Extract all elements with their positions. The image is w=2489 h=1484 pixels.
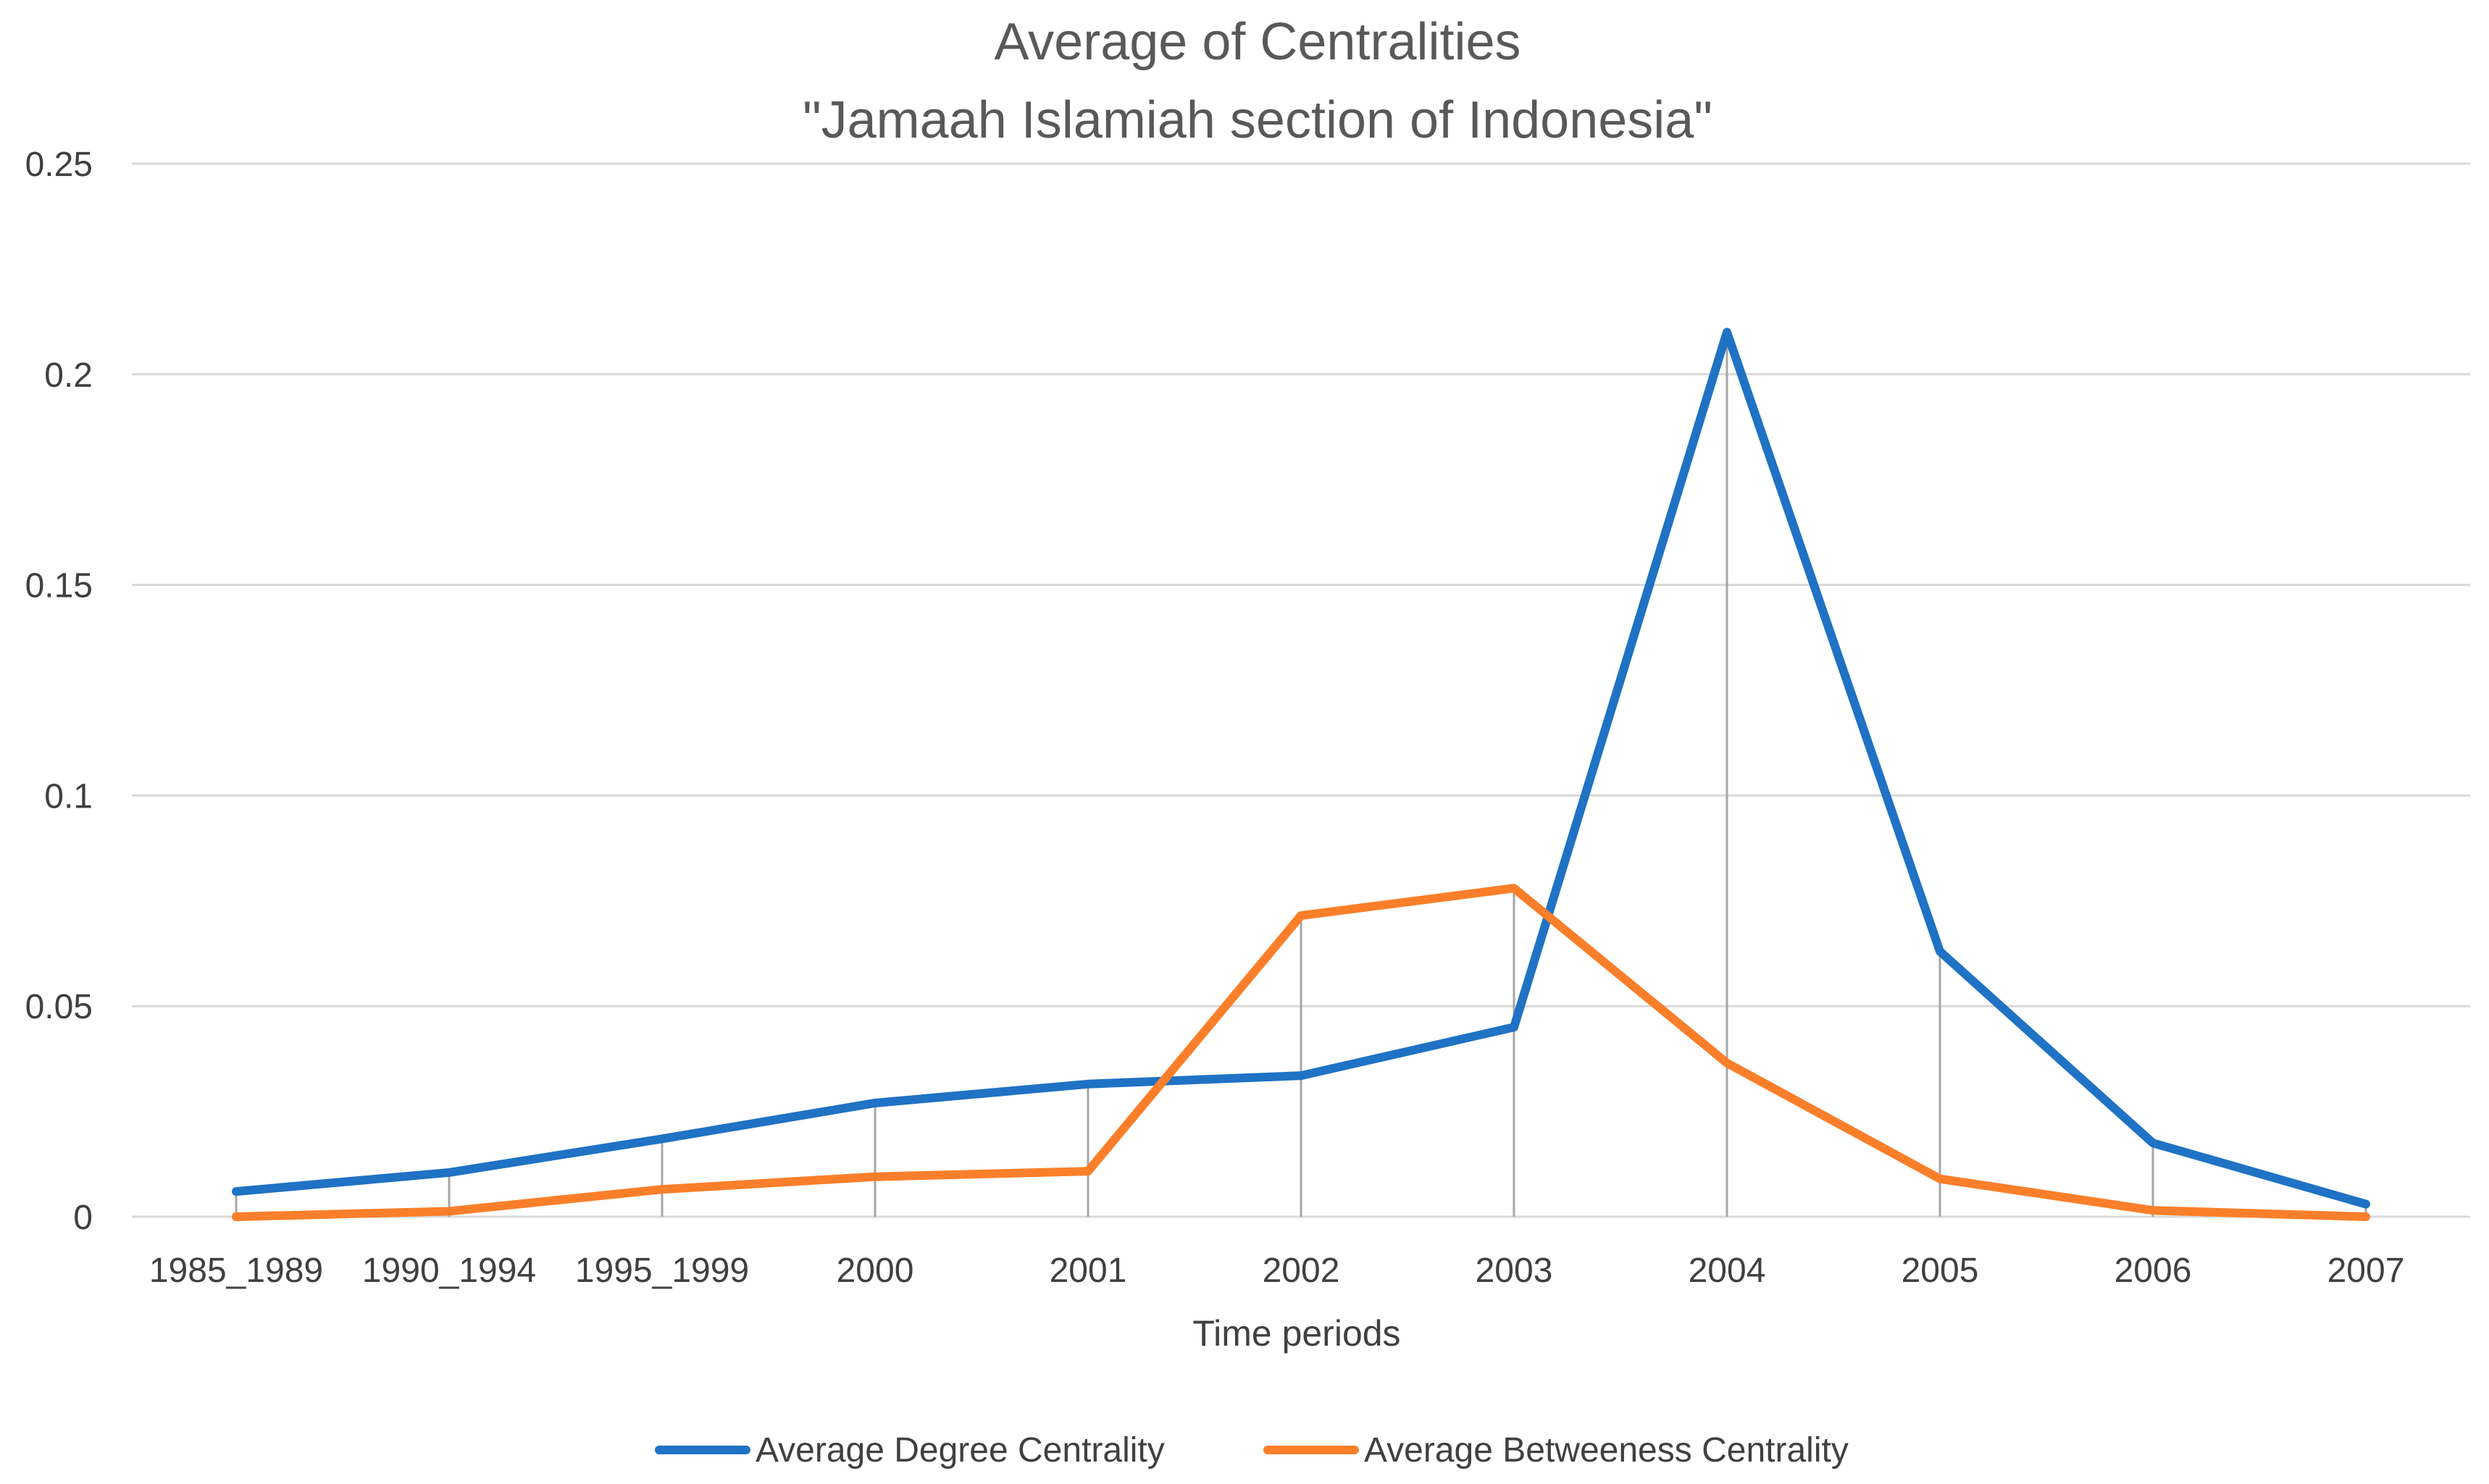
x-tick-label: 2006 [2114, 1252, 2192, 1290]
x-tick-label: 1995_1999 [575, 1252, 749, 1290]
y-tick-label: 0 [73, 1199, 93, 1237]
legend-label-betweenness: Average Betweeness Centrality [1364, 1431, 1849, 1470]
x-tick-label: 2004 [1689, 1252, 1766, 1290]
y-tick-label: 0.15 [25, 567, 93, 605]
x-tick-label: 2000 [837, 1252, 914, 1290]
series-line-1 [232, 884, 2370, 1221]
y-tick-label: 0.1 [44, 777, 93, 816]
x-tick-label: 1985_1989 [149, 1252, 323, 1290]
x-axis-title: Time periods [1192, 1313, 1400, 1354]
y-tick-label: 0.25 [25, 146, 93, 184]
x-tick-label: 2002 [1263, 1252, 1340, 1290]
y-axis-tick-labels: 0 0.05 0.1 0.15 0.2 0.25 [25, 146, 93, 1237]
x-axis-tick-labels: 1985_1989 1990_1994 1995_1999 2000 2001 2002 2… [149, 1252, 2405, 1290]
x-tick-label: 2001 [1050, 1252, 1127, 1290]
chart-title: Average of Centralities [994, 13, 1520, 71]
x-tick-label: 2007 [2327, 1252, 2405, 1290]
drop-lines [235, 332, 2367, 1217]
y-tick-label: 0.05 [25, 988, 93, 1026]
x-tick-label: 2003 [1476, 1252, 1553, 1290]
series-line-0 [232, 327, 2370, 1209]
x-tick-label: 1990_1994 [362, 1252, 536, 1290]
legend-label-degree: Average Degree Centrality [756, 1431, 1165, 1470]
legend: Average Degree Centrality Average Betwee… [655, 1431, 1849, 1470]
chart-subtitle: "Jamaah Islamiah section of Indonesia" [803, 91, 1712, 149]
y-tick-label: 0.2 [44, 356, 93, 395]
x-tick-label: 2005 [1902, 1252, 1979, 1290]
series-lines [232, 327, 2370, 1221]
